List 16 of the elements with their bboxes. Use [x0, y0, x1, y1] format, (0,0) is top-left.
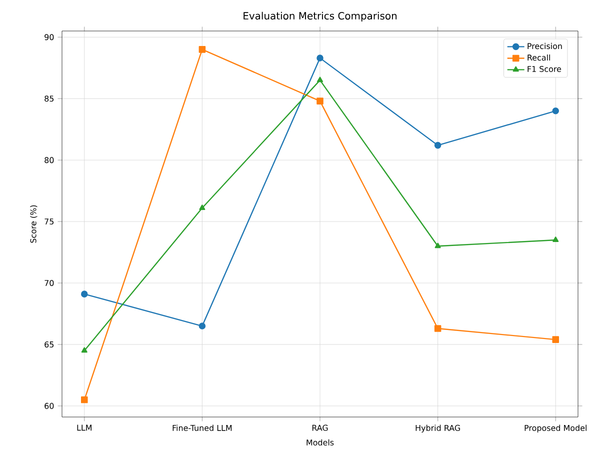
- point: [434, 325, 442, 332]
- point: [316, 54, 324, 62]
- point: [316, 98, 324, 104]
- point: [434, 142, 442, 149]
- point: [316, 76, 324, 82]
- point: [80, 396, 88, 404]
- point: [552, 336, 560, 343]
- point: [552, 108, 560, 114]
- point: [81, 347, 88, 353]
- point: [198, 46, 206, 53]
- point: [434, 242, 441, 248]
- point: [552, 236, 559, 242]
- point: [198, 322, 206, 330]
- point: [80, 290, 88, 298]
- chart-title: Evaluation Metrics Comparison: [244, 12, 397, 22]
- point: [199, 204, 206, 210]
